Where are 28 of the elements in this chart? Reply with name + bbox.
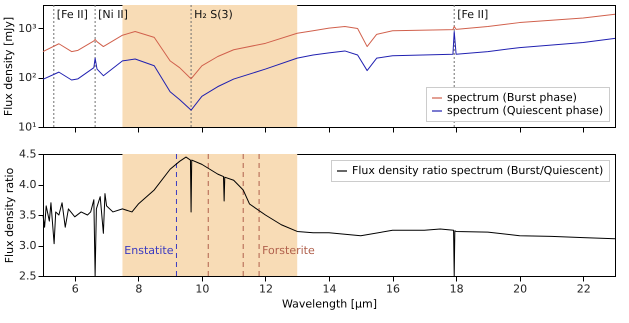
y-tick-label: 2.5: [19, 270, 36, 282]
y-tick-label: 3.0: [19, 239, 36, 252]
ref-line-label: [Ni II]: [98, 8, 128, 21]
x-tick-label: 22: [576, 282, 591, 296]
y-tick-label: 3.5: [19, 208, 36, 222]
ref-line-label: Enstatite: [124, 244, 174, 257]
legend-label: spectrum (Quiescent phase): [447, 104, 604, 117]
legend-label: spectrum (Burst phase): [447, 91, 577, 104]
x-tick-label: 14: [322, 282, 336, 296]
y-tick-label: 10²: [18, 71, 36, 84]
y-axis-title: Flux density ratio: [3, 167, 16, 264]
x-tick-label: 18: [450, 282, 464, 296]
x-axis-title: Wavelength [µm]: [282, 298, 378, 310]
ref-line-label: [Fe II]: [457, 8, 488, 21]
x-tick-label: 10: [195, 282, 210, 296]
x-tick-label: 20: [513, 282, 528, 296]
legend-label: Flux density ratio spectrum (Burst/Quiescent): [352, 164, 604, 177]
x-tick-label: 12: [258, 282, 273, 296]
y-axis-title: Flux density [mJy]: [2, 16, 16, 116]
ref-line-label: [Fe II]: [56, 8, 88, 21]
x-tick-label: 16: [386, 282, 400, 296]
x-tick-label: 6: [72, 282, 79, 296]
y-tick-label: 10³: [18, 22, 36, 35]
y-tick-label: 10¹: [18, 120, 36, 134]
x-tick-label: 8: [135, 282, 142, 296]
y-tick-label: 4.0: [19, 178, 36, 191]
ref-line-label: H₂ S(3): [194, 8, 233, 21]
y-tick-label: 4.5: [19, 148, 36, 160]
